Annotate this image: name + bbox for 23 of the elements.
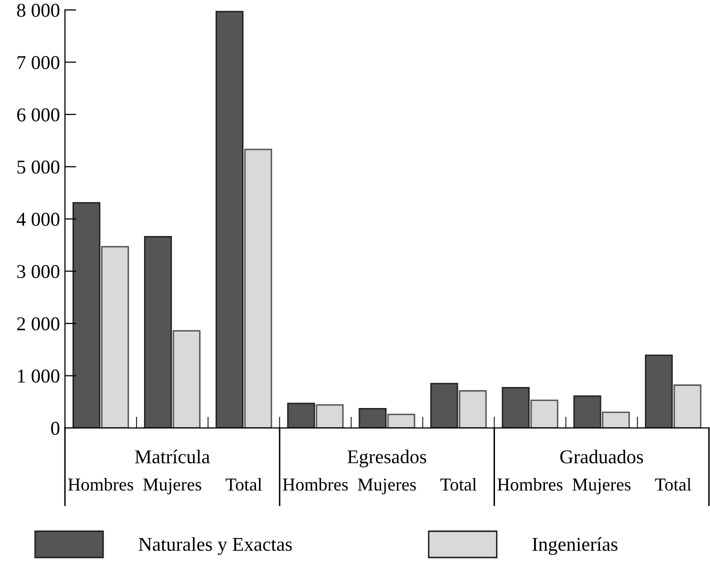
text: Egresados: [348, 450, 426, 468]
legend-label: Naturales y Exactas: [138, 537, 292, 555]
x-tick-label: Total: [655, 478, 692, 491]
text: Matrícula: [135, 450, 210, 464]
x-tick-label: Total: [440, 478, 477, 491]
y-tick-label: 6 000: [17, 108, 60, 122]
y-tick-label: 2 000: [17, 317, 60, 330]
x-tick-label: Hombres: [282, 478, 348, 491]
x-tick-label: Hombres: [497, 478, 562, 491]
x-tick-label: Mujeres: [143, 478, 202, 494]
x-tick-label: Mujeres: [572, 478, 631, 494]
y-tick-label: 4 000: [16, 212, 60, 226]
y-tick-label: 1 000: [18, 370, 60, 383]
x-tick-label: Mujeres: [358, 478, 416, 494]
x-tick-label: Hombres: [68, 478, 134, 491]
y-tick-label: 5 000: [17, 160, 60, 174]
text: Graduados: [560, 450, 644, 464]
y-tick-label: 3 000: [17, 265, 60, 278]
y-tick-label: 8 000: [17, 4, 60, 17]
legend-label: Ingenierías: [532, 537, 618, 555]
y-tick-label: 7 000: [18, 56, 60, 70]
y-tick-label: 0: [51, 422, 60, 435]
x-tick-label: Total: [226, 478, 262, 491]
